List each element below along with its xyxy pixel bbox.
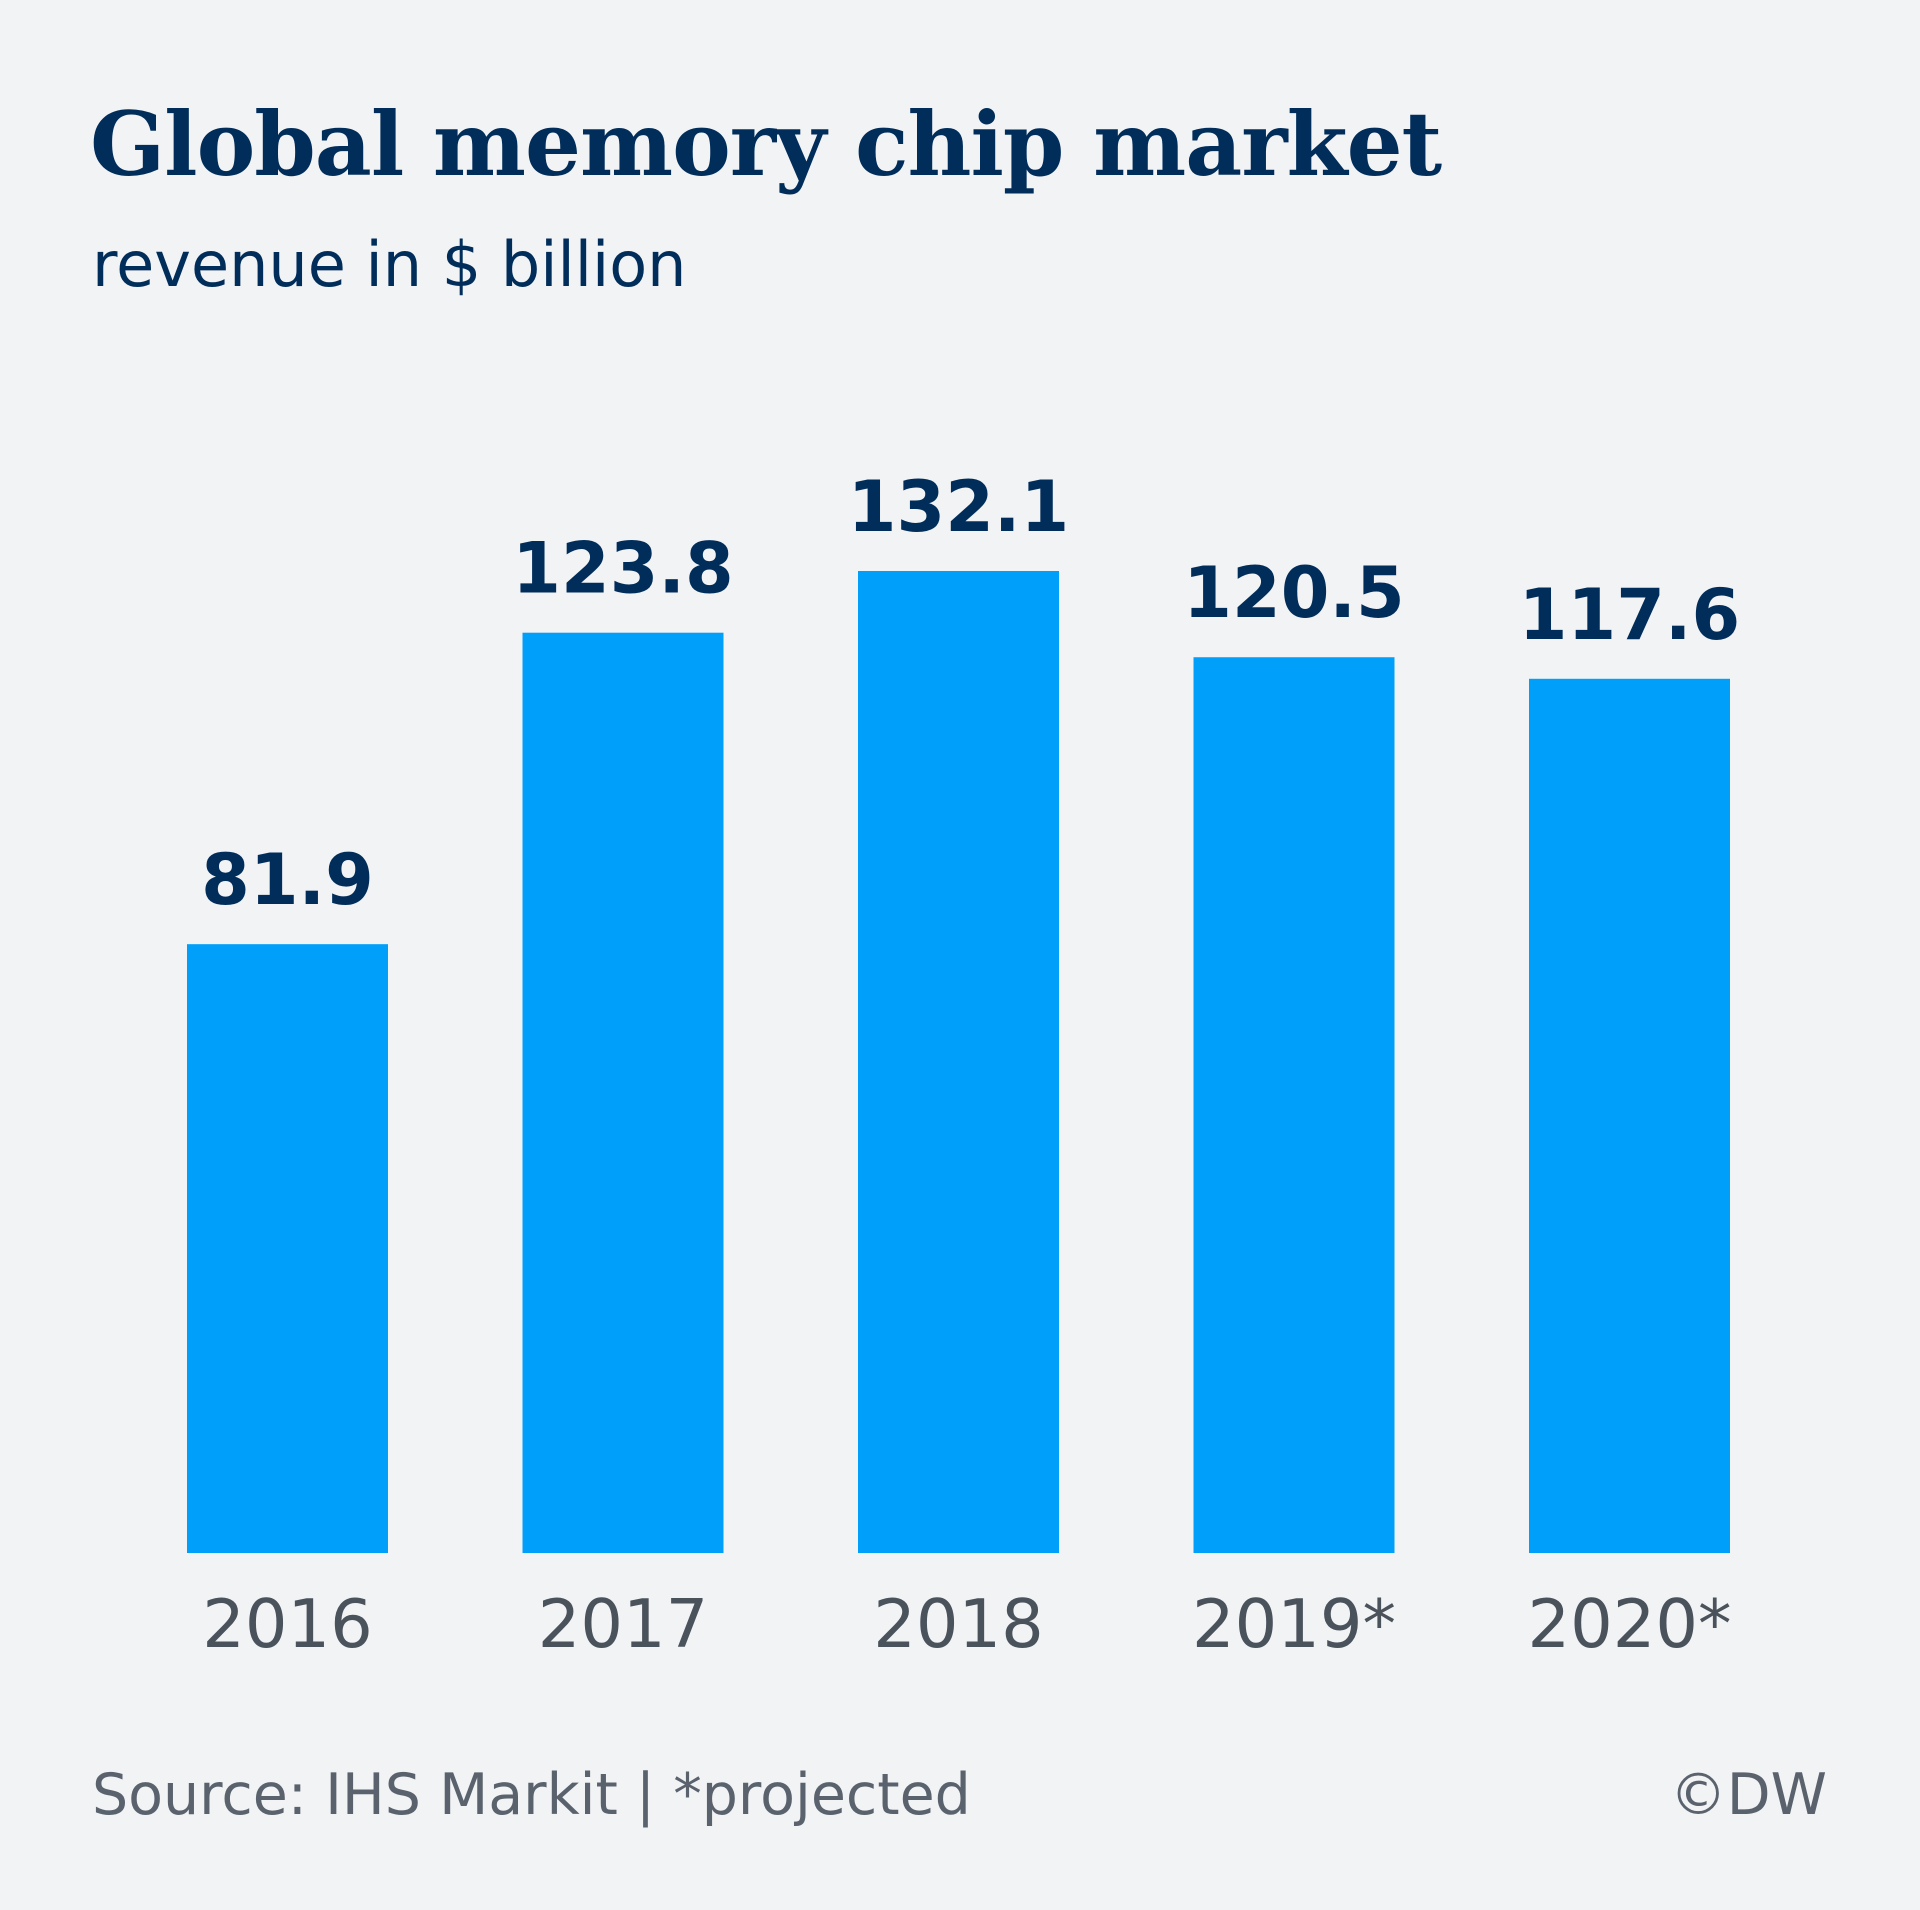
value-label: 117.6	[1519, 574, 1740, 656]
category-label: 2019*	[1192, 1585, 1396, 1663]
source-note: Source: IHS Markit | *projected	[92, 1762, 971, 1828]
value-label: 120.5	[1183, 552, 1404, 634]
bar-2019	[1193, 657, 1395, 1553]
copyright-credit: ©DW	[1669, 1762, 1827, 1828]
chart-title: Global memory chip market	[90, 92, 1442, 196]
category-label: 2016	[202, 1585, 373, 1663]
category-label: 2020*	[1527, 1585, 1731, 1663]
chart-subtitle: revenue in $ billion	[92, 228, 687, 301]
category-label: 2017	[538, 1585, 709, 1663]
bar-2018	[858, 571, 1059, 1553]
bar-2017	[522, 632, 724, 1553]
bar-2016	[187, 944, 388, 1553]
value-label: 132.1	[848, 466, 1069, 548]
value-label: 81.9	[201, 839, 374, 921]
value-label: 123.8	[512, 528, 733, 610]
category-label: 2018	[873, 1585, 1044, 1663]
bar-2020	[1529, 678, 1730, 1553]
